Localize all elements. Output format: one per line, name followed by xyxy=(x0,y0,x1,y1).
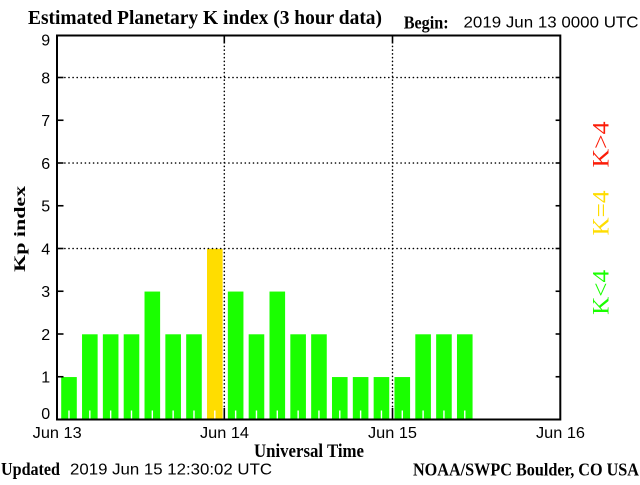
svg-text:2019 Jun 15 12:30:02 UTC: 2019 Jun 15 12:30:02 UTC xyxy=(70,462,272,479)
svg-text:Jun 16: Jun 16 xyxy=(536,425,585,442)
svg-text:0: 0 xyxy=(41,406,50,423)
svg-text:Begin:: Begin: xyxy=(404,13,449,33)
svg-text:4: 4 xyxy=(41,241,50,258)
svg-text:8: 8 xyxy=(41,70,50,87)
svg-text:K>4: K>4 xyxy=(589,121,614,168)
svg-text:Universal Time: Universal Time xyxy=(254,441,364,462)
svg-text:Jun 15: Jun 15 xyxy=(368,425,417,442)
svg-text:5: 5 xyxy=(41,199,50,216)
svg-text:Jun 13: Jun 13 xyxy=(33,425,82,442)
svg-text:2019 Jun 13 0000 UTC: 2019 Jun 13 0000 UTC xyxy=(464,15,639,32)
svg-text:2: 2 xyxy=(41,327,50,344)
svg-text:Jun 14: Jun 14 xyxy=(200,425,249,442)
svg-text:1: 1 xyxy=(41,370,50,387)
svg-text:NOAA/SWPC Boulder, CO USA: NOAA/SWPC Boulder, CO USA xyxy=(413,460,639,480)
svg-text:9: 9 xyxy=(41,33,50,50)
svg-text:Updated: Updated xyxy=(1,459,60,479)
svg-text:Estimated Planetary K index (3: Estimated Planetary K index (3 hour data… xyxy=(28,7,382,29)
svg-text:K=4: K=4 xyxy=(589,190,614,236)
svg-text:Kp index: Kp index xyxy=(12,186,29,272)
svg-text:7: 7 xyxy=(41,113,50,130)
svg-text:6: 6 xyxy=(41,156,50,173)
svg-text:K<4: K<4 xyxy=(589,269,614,315)
svg-text:3: 3 xyxy=(41,284,50,301)
